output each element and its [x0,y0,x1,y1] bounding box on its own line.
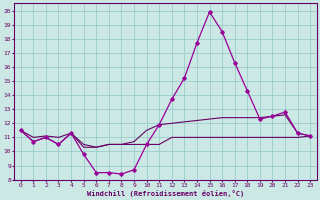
X-axis label: Windchill (Refroidissement éolien,°C): Windchill (Refroidissement éolien,°C) [87,190,244,197]
